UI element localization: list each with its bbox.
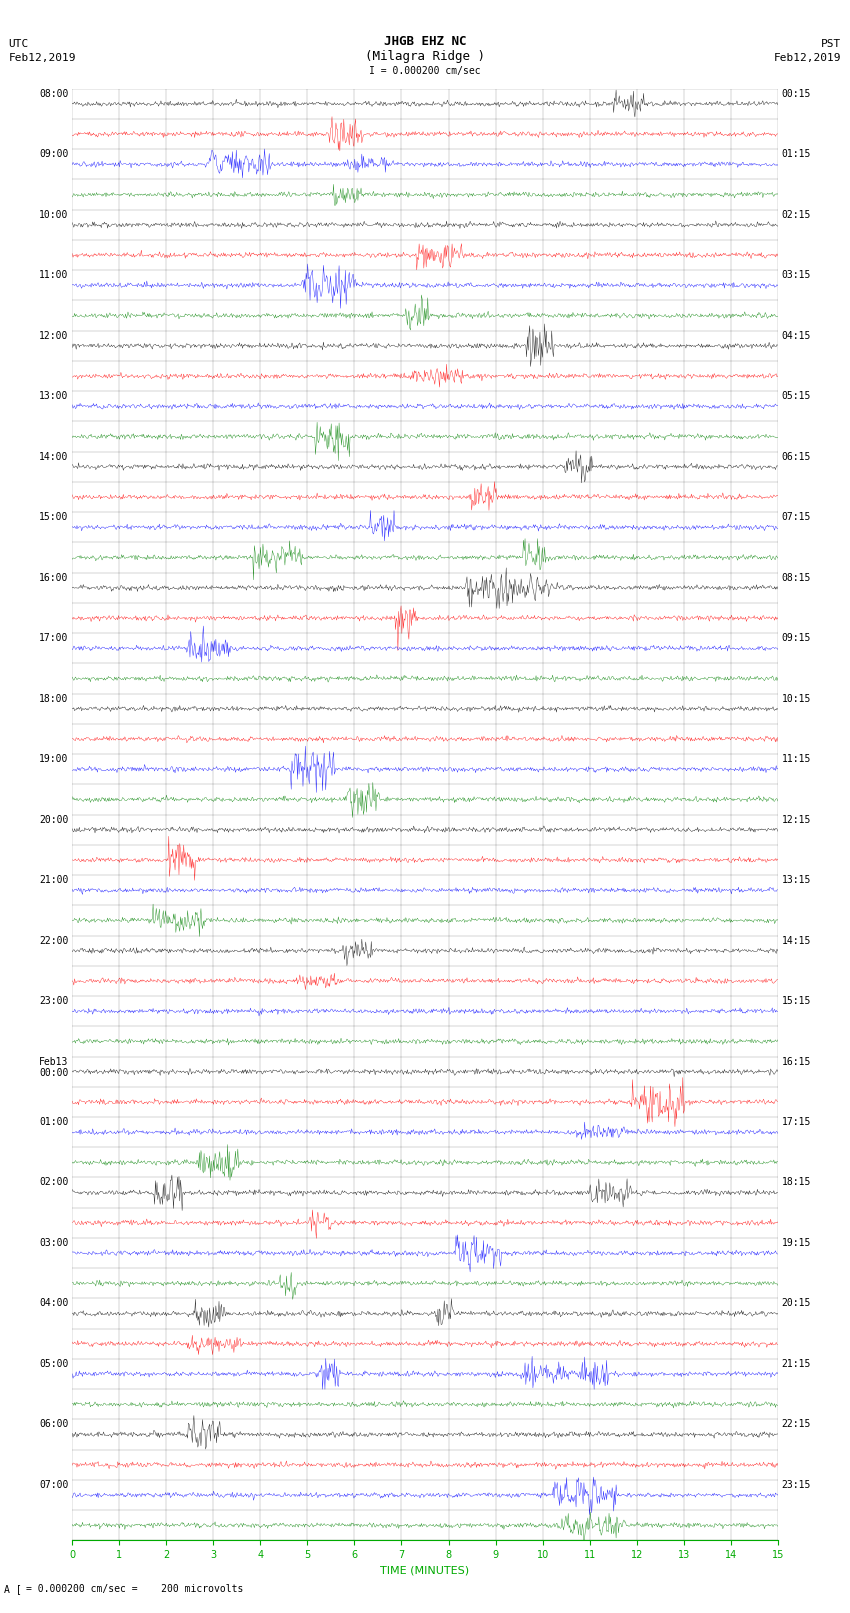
Text: 18:00: 18:00 xyxy=(39,694,69,703)
Text: = 0.000200 cm/sec =    200 microvolts: = 0.000200 cm/sec = 200 microvolts xyxy=(26,1584,243,1594)
Text: 09:15: 09:15 xyxy=(781,634,811,644)
Text: 02:00: 02:00 xyxy=(39,1177,69,1187)
Text: 12:00: 12:00 xyxy=(39,331,69,340)
Text: 21:00: 21:00 xyxy=(39,876,69,886)
Text: 05:00: 05:00 xyxy=(39,1358,69,1369)
Text: 15:00: 15:00 xyxy=(39,513,69,523)
Text: 02:15: 02:15 xyxy=(781,210,811,219)
Text: 21:15: 21:15 xyxy=(781,1358,811,1369)
Text: UTC: UTC xyxy=(8,39,29,48)
Text: 18:15: 18:15 xyxy=(781,1177,811,1187)
Text: PST: PST xyxy=(821,39,842,48)
Text: Feb13
00:00: Feb13 00:00 xyxy=(39,1057,69,1077)
Text: 23:15: 23:15 xyxy=(781,1481,811,1490)
Text: 17:00: 17:00 xyxy=(39,634,69,644)
Text: Feb12,2019: Feb12,2019 xyxy=(774,53,842,63)
Text: 20:00: 20:00 xyxy=(39,815,69,824)
Text: 11:15: 11:15 xyxy=(781,755,811,765)
Text: 14:15: 14:15 xyxy=(781,936,811,945)
Text: 19:15: 19:15 xyxy=(781,1239,811,1248)
Text: 20:15: 20:15 xyxy=(781,1298,811,1308)
Text: 10:00: 10:00 xyxy=(39,210,69,219)
Text: 16:00: 16:00 xyxy=(39,573,69,582)
Text: 03:00: 03:00 xyxy=(39,1239,69,1248)
Text: 12:15: 12:15 xyxy=(781,815,811,824)
Text: 14:00: 14:00 xyxy=(39,452,69,461)
Text: 22:00: 22:00 xyxy=(39,936,69,945)
Text: 01:15: 01:15 xyxy=(781,150,811,160)
Text: A [: A [ xyxy=(4,1584,22,1594)
Text: JHGB EHZ NC: JHGB EHZ NC xyxy=(383,35,467,48)
Text: 10:15: 10:15 xyxy=(781,694,811,703)
Text: 13:15: 13:15 xyxy=(781,876,811,886)
Text: 19:00: 19:00 xyxy=(39,755,69,765)
Text: 17:15: 17:15 xyxy=(781,1118,811,1127)
Text: 05:15: 05:15 xyxy=(781,392,811,402)
Text: 09:00: 09:00 xyxy=(39,150,69,160)
Text: 04:00: 04:00 xyxy=(39,1298,69,1308)
Text: 13:00: 13:00 xyxy=(39,392,69,402)
Text: (Milagra Ridge ): (Milagra Ridge ) xyxy=(365,50,485,63)
Text: 11:00: 11:00 xyxy=(39,271,69,281)
Text: 08:00: 08:00 xyxy=(39,89,69,98)
Text: 04:15: 04:15 xyxy=(781,331,811,340)
Text: 07:15: 07:15 xyxy=(781,513,811,523)
Text: 00:15: 00:15 xyxy=(781,89,811,98)
Text: 06:15: 06:15 xyxy=(781,452,811,461)
Text: 07:00: 07:00 xyxy=(39,1481,69,1490)
Text: I = 0.000200 cm/sec: I = 0.000200 cm/sec xyxy=(369,66,481,76)
Text: 08:15: 08:15 xyxy=(781,573,811,582)
Text: 06:00: 06:00 xyxy=(39,1419,69,1429)
Text: 22:15: 22:15 xyxy=(781,1419,811,1429)
X-axis label: TIME (MINUTES): TIME (MINUTES) xyxy=(381,1566,469,1576)
Text: 15:15: 15:15 xyxy=(781,997,811,1007)
Text: 16:15: 16:15 xyxy=(781,1057,811,1066)
Text: 03:15: 03:15 xyxy=(781,271,811,281)
Text: 23:00: 23:00 xyxy=(39,997,69,1007)
Text: 01:00: 01:00 xyxy=(39,1118,69,1127)
Text: Feb12,2019: Feb12,2019 xyxy=(8,53,76,63)
